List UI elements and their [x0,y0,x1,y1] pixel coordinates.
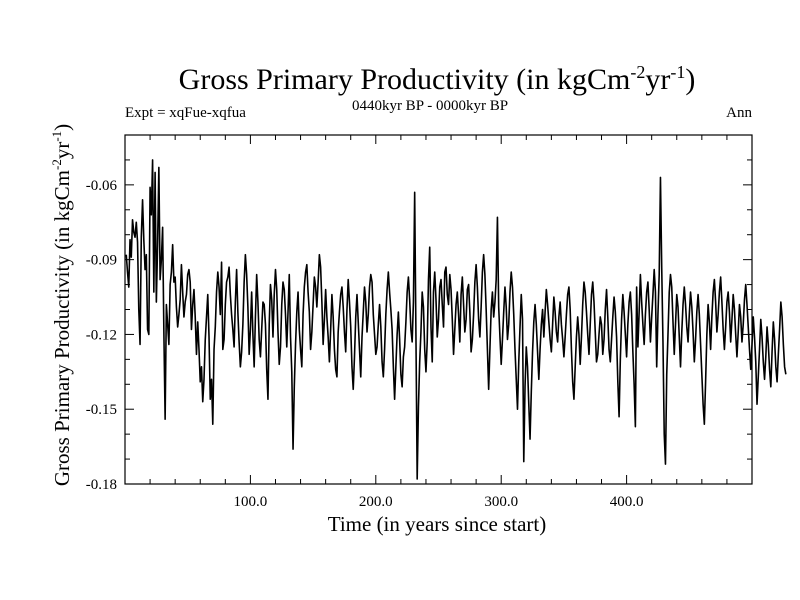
season-label: Ann [726,105,752,121]
y-tick-label: -0.06 [86,178,118,194]
y-tick-label: -0.18 [86,477,117,493]
x-tick-label: 300.0 [484,494,518,510]
time-range-label: 0440kyr BP - 0000kyr BP [352,98,508,114]
x-tick-label: 200.0 [359,494,393,510]
experiment-label: Expt = xqFue-xqfua [125,105,246,121]
y-tick-label: -0.15 [86,402,117,418]
plot-frame [124,134,753,485]
y-tick-label: -0.12 [86,327,117,343]
gpp-series-line [125,159,787,480]
x-tick-label: 100.0 [234,494,268,510]
axis-ticks: 100.0 200.0 300.0 400.0 -0.06 -0.09 -0.12 -0.15… [86,134,752,510]
x-tick-label: 400.0 [610,494,644,510]
y-axis-label: Gross Primary Productivity (in kgCm-2yr-… [49,124,74,486]
y-tick-label: -0.09 [86,253,117,269]
chart-title: Gross Primary Productivity (in kgCm-2yr-… [179,62,696,96]
x-axis-label: Time (in years since start) [328,512,547,536]
